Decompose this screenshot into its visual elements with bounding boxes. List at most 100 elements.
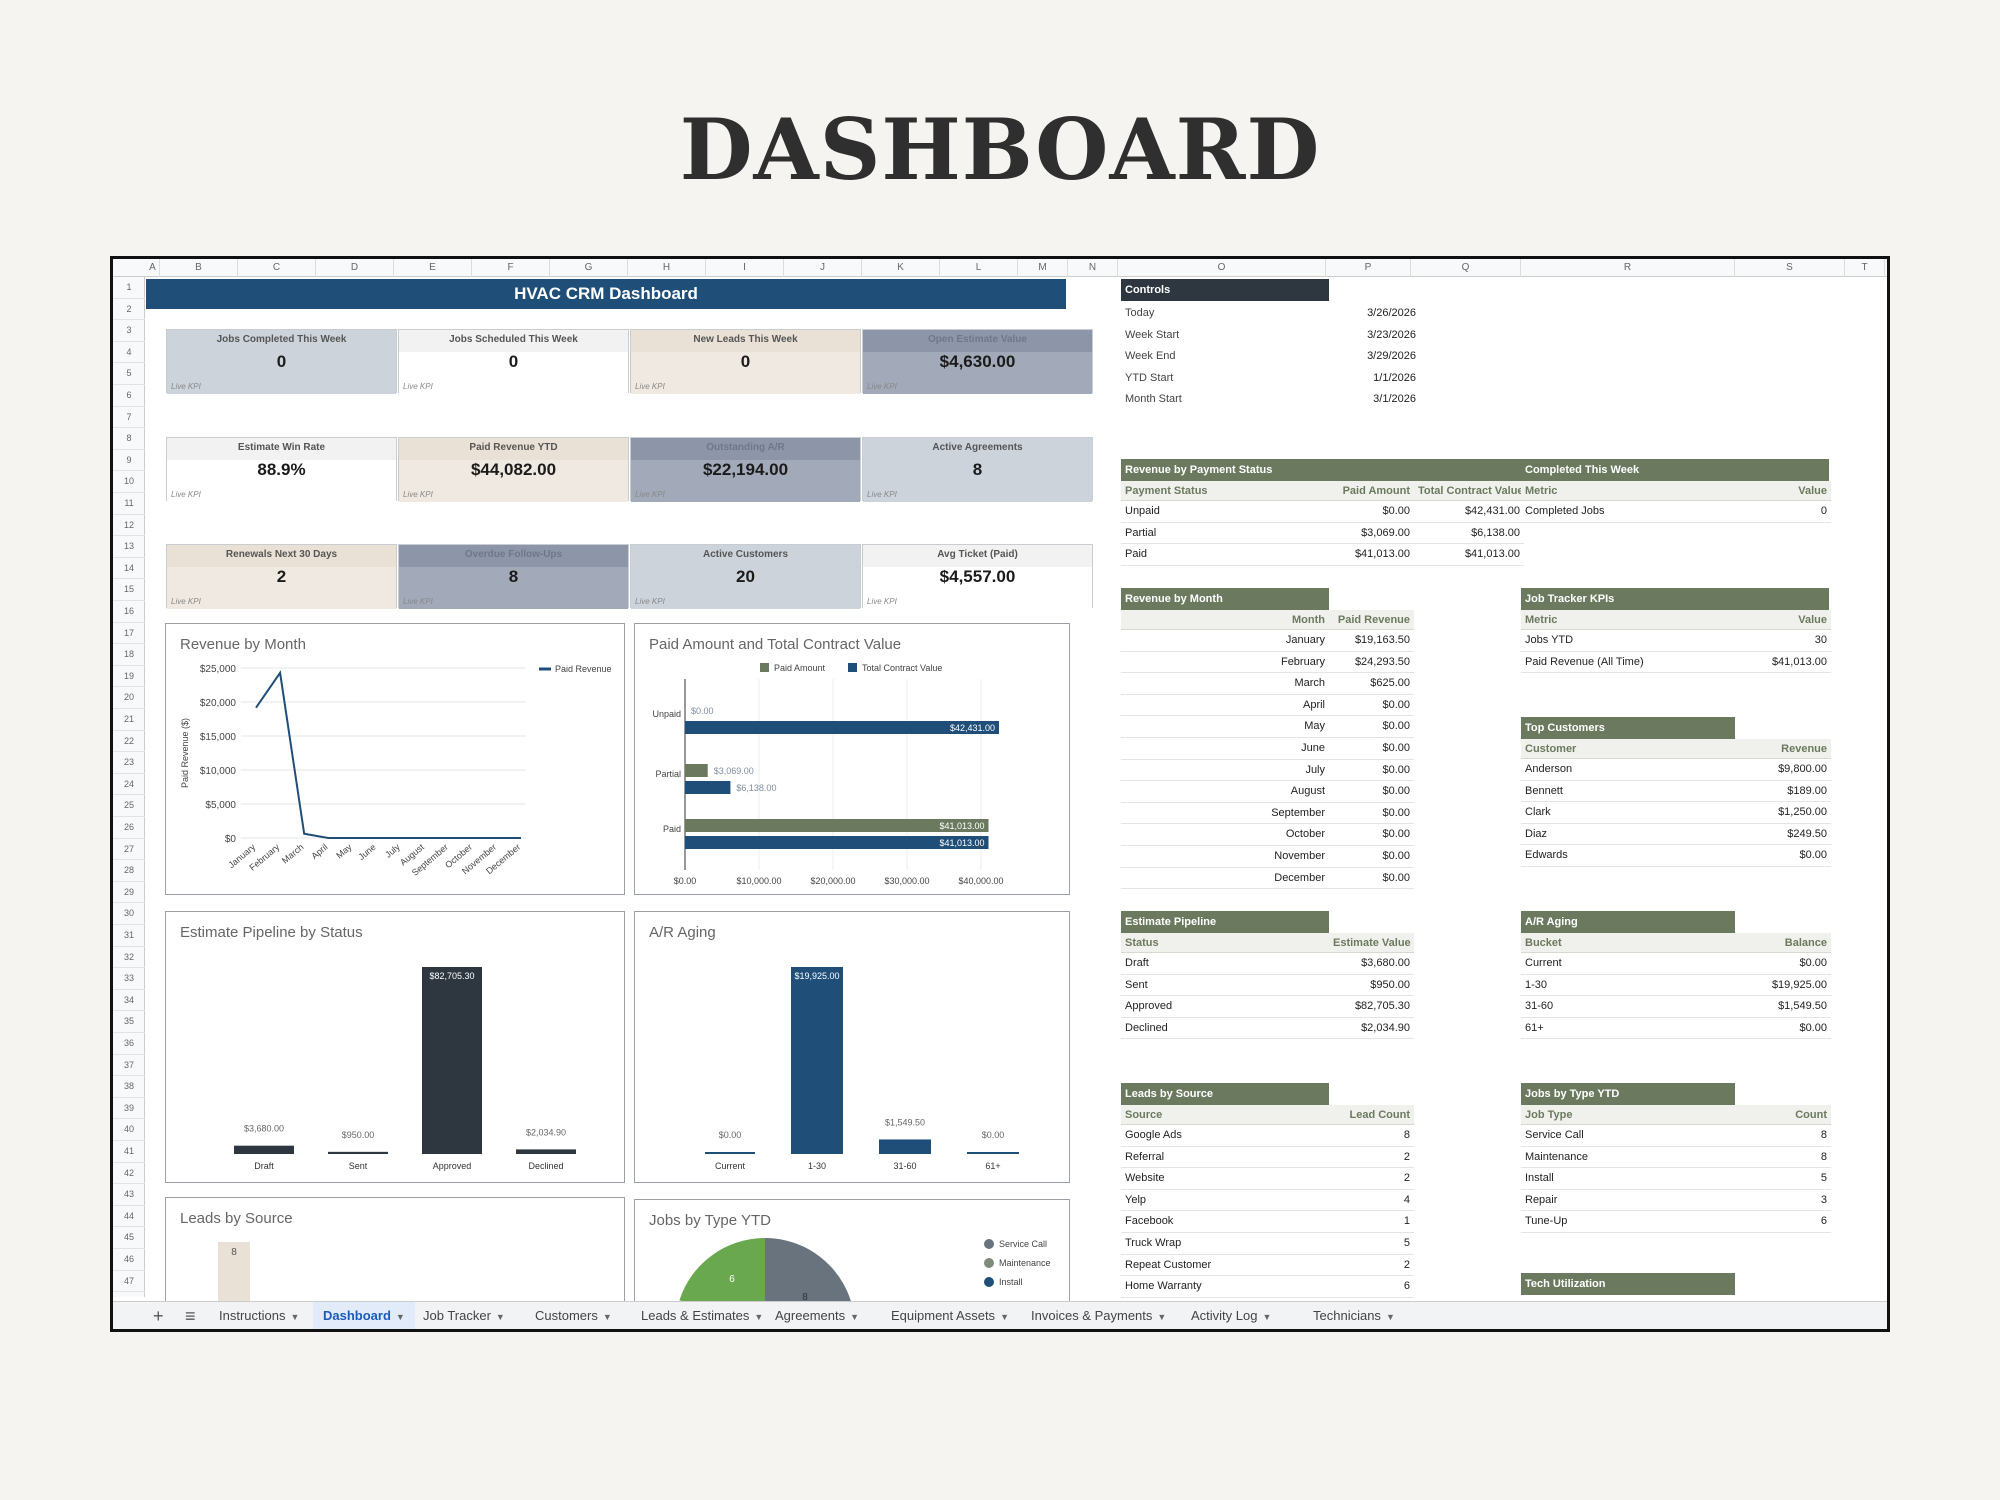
column-header[interactable]: O bbox=[1118, 259, 1326, 277]
kpi-card[interactable]: Jobs Scheduled This Week 0 Live KPI bbox=[398, 329, 629, 394]
table-row[interactable]: Paid Revenue (All Time) $41,013.00 bbox=[1521, 652, 1831, 674]
column-header[interactable]: P bbox=[1326, 259, 1411, 277]
kpi-card[interactable]: Active Customers 20 Live KPI bbox=[630, 544, 861, 609]
row-header[interactable]: 30 bbox=[113, 903, 145, 925]
row-header[interactable]: 2 bbox=[113, 299, 145, 321]
table-row[interactable]: Website 2 bbox=[1121, 1168, 1414, 1190]
caret-down-icon[interactable]: ▼ bbox=[1000, 1312, 1009, 1322]
table-row[interactable]: February $24,293.50 bbox=[1121, 652, 1414, 674]
table-row[interactable]: Yelp 4 bbox=[1121, 1190, 1414, 1212]
row-header[interactable]: 1 bbox=[113, 277, 145, 299]
table-row[interactable]: Declined $2,034.90 bbox=[1121, 1018, 1414, 1040]
control-value[interactable]: 3/26/2026 bbox=[1367, 307, 1416, 319]
row-header[interactable]: 34 bbox=[113, 990, 145, 1012]
row-header[interactable]: 42 bbox=[113, 1163, 145, 1185]
column-header[interactable]: G bbox=[550, 259, 628, 277]
column-header[interactable]: N bbox=[1068, 259, 1118, 277]
column-header[interactable]: C bbox=[238, 259, 316, 277]
column-header[interactable]: R bbox=[1521, 259, 1735, 277]
table-row[interactable]: November $0.00 bbox=[1121, 846, 1414, 868]
sheet-tab[interactable]: Equipment Assets ▼ bbox=[881, 1302, 1019, 1329]
row-header[interactable]: 29 bbox=[113, 882, 145, 904]
row-header[interactable]: 24 bbox=[113, 774, 145, 796]
column-header[interactable]: D bbox=[316, 259, 394, 277]
row-header[interactable]: 6 bbox=[113, 385, 145, 407]
column-header[interactable]: S bbox=[1735, 259, 1845, 277]
row-header[interactable]: 33 bbox=[113, 968, 145, 990]
row-header[interactable]: 21 bbox=[113, 709, 145, 731]
table-row[interactable]: Approved $82,705.30 bbox=[1121, 996, 1414, 1018]
row-header[interactable]: 37 bbox=[113, 1055, 145, 1077]
row-header[interactable]: 47 bbox=[113, 1271, 145, 1293]
row-header[interactable]: 9 bbox=[113, 450, 145, 472]
column-header[interactable]: H bbox=[628, 259, 706, 277]
column-header[interactable]: K bbox=[862, 259, 940, 277]
chart-paid-vs-contract[interactable]: Paid Amount and Total Contract Value $0.… bbox=[634, 623, 1070, 895]
table-row[interactable]: Truck Wrap 5 bbox=[1121, 1233, 1414, 1255]
row-header[interactable]: 7 bbox=[113, 407, 145, 429]
row-header[interactable]: 14 bbox=[113, 558, 145, 580]
kpi-card[interactable]: Estimate Win Rate 88.9% Live KPI bbox=[166, 437, 397, 502]
chart-ar-aging[interactable]: A/R Aging Current $0.00 1-30 $19,925.00 31-6… bbox=[634, 911, 1070, 1183]
kpi-card[interactable]: Open Estimate Value $4,630.00 Live KPI bbox=[862, 329, 1093, 394]
row-header[interactable]: 45 bbox=[113, 1227, 145, 1249]
column-header[interactable]: Q bbox=[1411, 259, 1521, 277]
chart-jobs-by-type[interactable]: Jobs by Type YTD 6 8 Service Call Maintenan… bbox=[634, 1199, 1070, 1308]
table-row[interactable]: Service Call 8 bbox=[1521, 1125, 1831, 1147]
row-header[interactable]: 31 bbox=[113, 925, 145, 947]
sheet-tab[interactable]: Instructions ▼ bbox=[209, 1302, 309, 1329]
row-header[interactable]: 44 bbox=[113, 1206, 145, 1228]
table-row[interactable]: March $625.00 bbox=[1121, 673, 1414, 695]
table-row[interactable]: Tune-Up 6 bbox=[1521, 1211, 1831, 1233]
column-header[interactable]: M bbox=[1018, 259, 1068, 277]
table-row[interactable]: Jobs YTD 30 bbox=[1521, 630, 1831, 652]
sheet-tab[interactable]: Technicians ▼ bbox=[1303, 1302, 1405, 1329]
row-header[interactable]: 8 bbox=[113, 428, 145, 450]
table-row[interactable]: Edwards $0.00 bbox=[1521, 845, 1831, 867]
kpi-card[interactable]: Renewals Next 30 Days 2 Live KPI bbox=[166, 544, 397, 609]
caret-down-icon[interactable]: ▼ bbox=[395, 1312, 405, 1322]
table-row[interactable]: 61+ $0.00 bbox=[1521, 1018, 1831, 1040]
table-row[interactable]: October $0.00 bbox=[1121, 824, 1414, 846]
column-header[interactable]: I bbox=[706, 259, 784, 277]
row-header[interactable]: 41 bbox=[113, 1141, 145, 1163]
add-sheet-icon[interactable]: + bbox=[153, 1306, 164, 1326]
row-header[interactable]: 27 bbox=[113, 839, 145, 861]
chart-estimate-pipeline[interactable]: Estimate Pipeline by Status Draft $3,680.… bbox=[165, 911, 625, 1183]
sheet-tab[interactable]: Invoices & Payments ▼ bbox=[1021, 1302, 1176, 1329]
caret-down-icon[interactable]: ▼ bbox=[1385, 1312, 1395, 1322]
column-header[interactable]: E bbox=[394, 259, 472, 277]
caret-down-icon[interactable]: ▼ bbox=[1262, 1312, 1272, 1322]
row-header[interactable]: 22 bbox=[113, 731, 145, 753]
table-row[interactable]: Home Warranty 6 bbox=[1121, 1276, 1414, 1298]
row-header[interactable]: 13 bbox=[113, 536, 145, 558]
table-row[interactable]: January $19,163.50 bbox=[1121, 630, 1414, 652]
row-header[interactable]: 40 bbox=[113, 1119, 145, 1141]
kpi-card[interactable]: New Leads This Week 0 Live KPI bbox=[630, 329, 861, 394]
control-value[interactable]: 3/1/2026 bbox=[1373, 393, 1416, 406]
caret-down-icon[interactable]: ▼ bbox=[602, 1312, 612, 1322]
table-row[interactable]: Google Ads 8 bbox=[1121, 1125, 1414, 1147]
table-row[interactable]: Anderson $9,800.00 bbox=[1521, 759, 1831, 781]
kpi-card[interactable]: Outstanding A/R $22,194.00 Live KPI bbox=[630, 437, 861, 502]
kpi-card[interactable]: Overdue Follow-Ups 8 Live KPI bbox=[398, 544, 629, 609]
row-header[interactable]: 26 bbox=[113, 817, 145, 839]
sheet-tab[interactable]: Agreements ▼ bbox=[765, 1302, 869, 1329]
all-sheets-icon[interactable]: ≡ bbox=[185, 1306, 196, 1326]
table-row[interactable]: July $0.00 bbox=[1121, 760, 1414, 782]
table-row[interactable]: Bennett $189.00 bbox=[1521, 781, 1831, 803]
table-row[interactable]: Install 5 bbox=[1521, 1168, 1831, 1190]
table-row[interactable]: Diaz $249.50 bbox=[1521, 824, 1831, 846]
control-value[interactable]: 3/29/2026 bbox=[1367, 350, 1416, 363]
table-row[interactable]: Current $0.00 bbox=[1521, 953, 1831, 975]
row-header[interactable]: 12 bbox=[113, 515, 145, 537]
row-header[interactable]: 10 bbox=[113, 471, 145, 493]
row-header[interactable]: 16 bbox=[113, 601, 145, 623]
column-header[interactable]: B bbox=[160, 259, 238, 277]
control-value[interactable]: 1/1/2026 bbox=[1373, 371, 1416, 384]
caret-down-icon[interactable]: ▼ bbox=[290, 1312, 300, 1322]
table-row[interactable]: Clark $1,250.00 bbox=[1521, 802, 1831, 824]
row-header[interactable]: 39 bbox=[113, 1098, 145, 1120]
caret-down-icon[interactable]: ▼ bbox=[495, 1312, 505, 1322]
table-row[interactable]: December $0.00 bbox=[1121, 868, 1414, 890]
